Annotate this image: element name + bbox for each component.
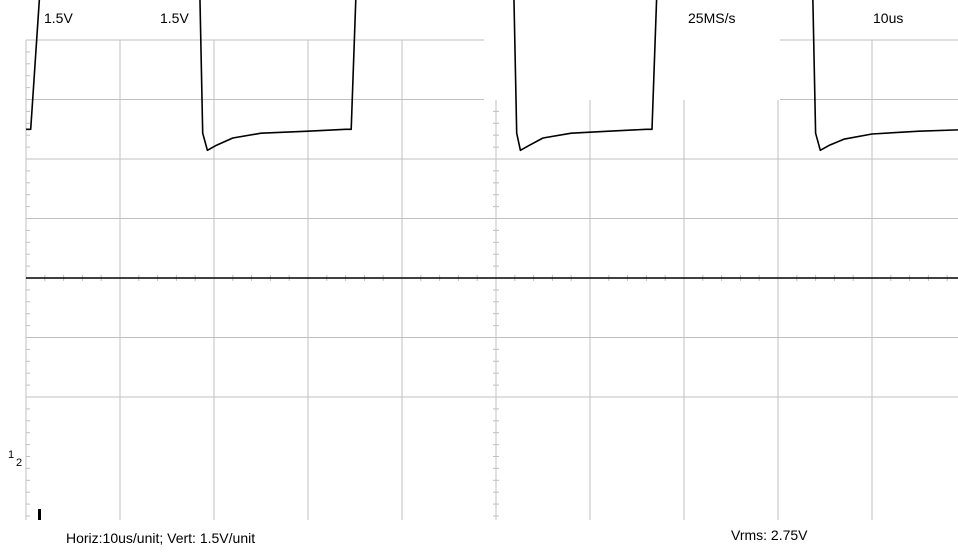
ch2-scale-label: 1.5V (160, 10, 189, 26)
header-label-mask (484, 36, 780, 100)
plot-grid (25, 39, 958, 520)
channel-2-marker: 2 (16, 457, 23, 469)
sample-rate-label: 25MS/s (688, 10, 736, 26)
vrms-readout: Vrms: 2.75V (731, 527, 808, 543)
ch1-scale-label: 1.5V (44, 10, 73, 26)
timebase-label: 10us (873, 10, 904, 26)
waveform-traces (26, 0, 958, 279)
scale-info: Horiz:10us/unit; Vert: 1.5V/unit (66, 530, 256, 546)
channel-1-marker: 1 (8, 449, 15, 461)
trigger-marker (38, 509, 41, 520)
